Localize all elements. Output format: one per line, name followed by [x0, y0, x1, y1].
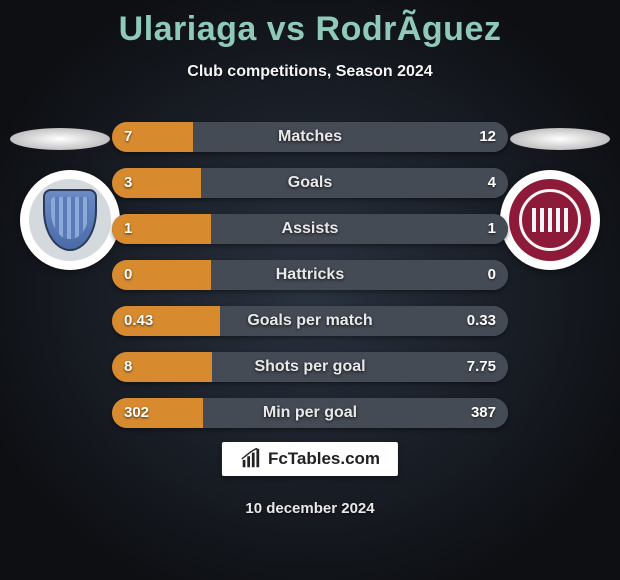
subtitle: Club competitions, Season 2024 — [0, 63, 620, 81]
stat-row: 11Assists — [112, 214, 508, 244]
shield-icon — [43, 189, 97, 251]
team-left-shadow — [10, 128, 110, 150]
team-right-shadow — [510, 128, 610, 150]
stat-label: Matches — [112, 122, 508, 152]
club-bars-icon — [530, 207, 570, 233]
chart-icon — [240, 448, 262, 470]
branding-text: FcTables.com — [268, 449, 380, 469]
stat-label: Min per goal — [112, 398, 508, 428]
team-right-logo — [500, 170, 600, 270]
stat-row: 302387Min per goal — [112, 398, 508, 428]
date-text: 10 december 2024 — [0, 500, 620, 517]
stat-label: Hattricks — [112, 260, 508, 290]
branding-badge: FcTables.com — [222, 442, 398, 476]
stat-label: Goals — [112, 168, 508, 198]
stat-label: Shots per goal — [112, 352, 508, 382]
stat-row: 34Goals — [112, 168, 508, 198]
stat-label: Assists — [112, 214, 508, 244]
stat-row: 0.430.33Goals per match — [112, 306, 508, 336]
stats-container: 712Matches 34Goals 11Assists 00Hattricks 0.4… — [112, 122, 508, 444]
stat-row: 712Matches — [112, 122, 508, 152]
page-title: Ulariaga vs RodrÃ­guez — [0, 0, 620, 49]
stat-row: 87.75Shots per goal — [112, 352, 508, 382]
team-left-logo — [20, 170, 120, 270]
stat-label: Goals per match — [112, 306, 508, 336]
stat-row: 00Hattricks — [112, 260, 508, 290]
